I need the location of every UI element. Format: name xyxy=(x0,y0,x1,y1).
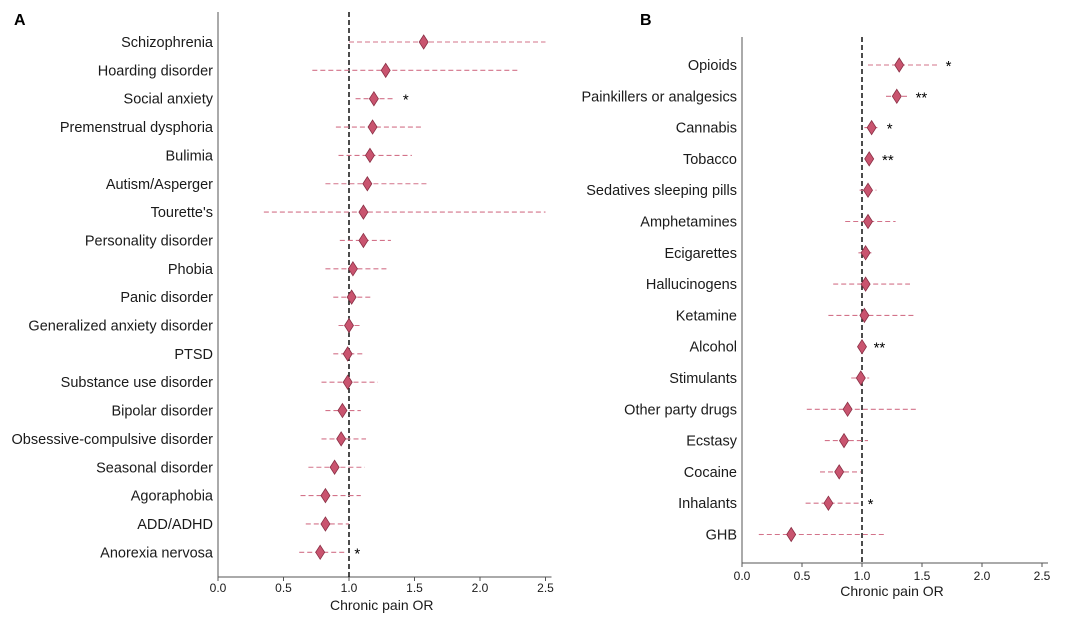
odds-ratio-marker xyxy=(320,487,331,504)
odds-ratio-marker xyxy=(891,88,902,105)
odds-ratio-marker xyxy=(863,182,873,198)
odds-ratio-marker xyxy=(855,370,866,386)
category-label: Hallucinogens xyxy=(646,277,737,293)
category-label: ADD/ADHD xyxy=(137,517,213,533)
category-label: Sedatives sleeping pills xyxy=(586,183,737,199)
odds-ratio-marker xyxy=(863,213,873,230)
odds-ratio-marker xyxy=(346,289,357,305)
category-label: Hoarding disorder xyxy=(98,63,213,79)
odds-ratio-marker xyxy=(418,34,429,50)
x-tick-label: 0.0 xyxy=(734,569,751,583)
category-label: Stimulants xyxy=(669,371,737,387)
category-label: Amphetamines xyxy=(640,215,737,231)
odds-ratio-marker xyxy=(336,431,347,447)
x-tick-label: 2.5 xyxy=(1034,569,1051,583)
odds-ratio-marker xyxy=(362,176,373,192)
x-tick-label: 2.0 xyxy=(472,581,489,595)
category-label: Obsessive-compulsive disorder xyxy=(12,432,214,448)
category-label: Agoraphobia xyxy=(131,489,214,505)
category-label: Opioids xyxy=(688,58,737,74)
significance-marker: * xyxy=(403,92,409,109)
significance-marker: * xyxy=(868,496,874,513)
odds-ratio-marker xyxy=(857,338,867,355)
category-label: Painkillers or analgesics xyxy=(581,89,737,105)
category-label: Alcohol xyxy=(689,340,737,356)
category-label: Substance use disorder xyxy=(61,375,214,391)
panel-b: B 0.0 0.5 1.0 1.5 2.0 2.5 Opioids * Painkillers … xyxy=(581,12,1050,599)
odds-ratio-marker xyxy=(358,204,369,220)
odds-ratio-marker xyxy=(329,459,340,475)
significance-marker: * xyxy=(354,545,360,562)
odds-ratio-marker xyxy=(342,346,353,362)
odds-ratio-marker xyxy=(380,62,391,79)
odds-ratio-marker xyxy=(342,374,353,390)
odds-ratio-marker xyxy=(834,464,845,480)
odds-ratio-marker xyxy=(364,147,375,164)
odds-ratio-marker xyxy=(866,119,877,136)
category-label: Other party drugs xyxy=(624,402,737,418)
category-label: Anorexia nervosa xyxy=(100,545,214,561)
category-label: Ecstasy xyxy=(686,434,738,450)
odds-ratio-marker xyxy=(860,245,871,261)
odds-ratio-marker xyxy=(860,276,871,292)
significance-marker: * xyxy=(887,121,893,138)
category-label: Autism/Asperger xyxy=(106,177,213,193)
category-label: Personality disorder xyxy=(85,233,213,249)
x-tick-label: 1.5 xyxy=(406,581,423,595)
category-label: Generalized anxiety disorder xyxy=(28,319,213,335)
odds-ratio-marker xyxy=(315,544,326,561)
panel-a-x-axis-label: Chronic pain OR xyxy=(330,597,434,613)
significance-marker: ** xyxy=(916,89,928,106)
category-label: Ecigarettes xyxy=(664,246,737,262)
x-tick-label: 1.0 xyxy=(854,569,871,583)
category-label: Premenstrual dysphoria xyxy=(60,120,214,136)
panel-b-x-axis-label: Chronic pain OR xyxy=(840,583,944,599)
odds-ratio-marker xyxy=(368,90,379,107)
category-label: Phobia xyxy=(168,262,214,278)
significance-marker: * xyxy=(946,58,952,75)
category-label: Inhalants xyxy=(678,496,737,512)
x-tick-label: 0.5 xyxy=(794,569,811,583)
x-tick-label: 0.0 xyxy=(210,581,227,595)
x-tick-label: 1.5 xyxy=(914,569,931,583)
category-label: Ketamine xyxy=(676,308,737,324)
panel-b-label: B xyxy=(640,12,652,29)
odds-ratio-marker xyxy=(823,495,834,511)
odds-ratio-marker xyxy=(358,232,369,249)
x-tick-label: 2.0 xyxy=(974,569,991,583)
panel-a-label: A xyxy=(14,12,26,29)
odds-ratio-marker xyxy=(839,432,849,449)
odds-ratio-marker xyxy=(894,57,905,73)
category-label: GHB xyxy=(706,528,737,544)
panel-a: A 0.0 0.5 1.0 1.5 2.0 2.5 Schizophrenia Hoardin… xyxy=(12,12,554,613)
significance-marker: ** xyxy=(874,340,886,357)
odds-ratio-marker xyxy=(367,119,378,135)
x-tick-label: 0.5 xyxy=(275,581,292,595)
odds-ratio-marker xyxy=(320,516,331,532)
odds-ratio-marker xyxy=(864,151,875,167)
odds-ratio-marker xyxy=(337,402,348,419)
category-label: PTSD xyxy=(174,347,213,363)
category-label: Social anxiety xyxy=(124,92,214,108)
category-label: Tourette's xyxy=(151,205,213,221)
odds-ratio-marker xyxy=(842,401,853,418)
category-label: Seasonal disorder xyxy=(96,460,213,476)
category-label: Bulimia xyxy=(165,148,213,164)
odds-ratio-marker xyxy=(347,261,358,277)
category-label: Panic disorder xyxy=(120,290,213,306)
x-tick-label: 1.0 xyxy=(341,581,358,595)
category-label: Bipolar disorder xyxy=(111,404,213,420)
category-label: Schizophrenia xyxy=(121,35,214,51)
odds-ratio-marker xyxy=(859,307,870,324)
significance-marker: ** xyxy=(882,152,894,169)
category-label: Cannabis xyxy=(676,121,737,137)
odds-ratio-marker xyxy=(344,317,354,334)
odds-ratio-marker xyxy=(786,526,797,543)
category-label: Tobacco xyxy=(683,152,737,168)
category-label: Cocaine xyxy=(684,465,737,481)
x-tick-label: 2.5 xyxy=(537,581,554,595)
